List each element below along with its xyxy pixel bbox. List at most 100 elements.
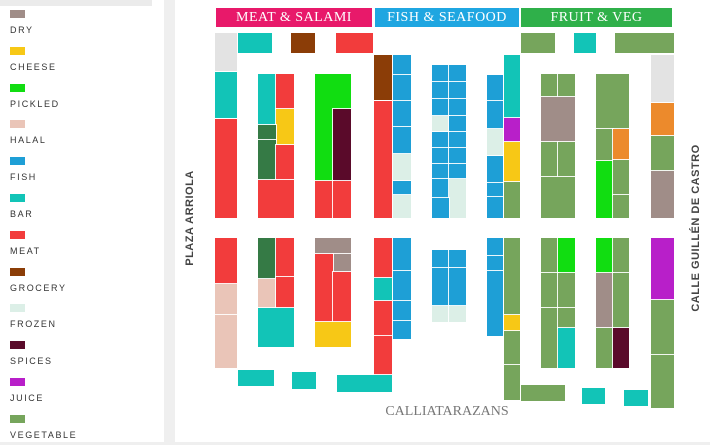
stall-meat[interactable] [373,100,393,219]
stall-bar[interactable] [237,369,275,387]
stall-vegetable[interactable] [614,32,675,54]
stall-pickled[interactable] [557,237,576,274]
stall-fish[interactable] [448,147,467,165]
stall-fish[interactable] [392,320,412,340]
stall-frozen[interactable] [448,178,467,219]
stall-halal[interactable] [257,278,277,309]
stall-darkgreen[interactable] [257,139,277,181]
stall-frozen[interactable] [392,153,412,182]
stall-bar[interactable] [623,389,649,407]
stall-fish[interactable] [431,81,450,100]
stall-bar[interactable] [336,374,393,393]
stall-vegetable[interactable] [612,194,630,219]
stall-orange[interactable] [612,128,630,161]
stall-spices[interactable] [612,327,630,369]
stall-fish[interactable] [486,270,504,337]
stall-darkgreen[interactable] [257,124,277,141]
stall-bar[interactable] [581,387,606,405]
stall-juice[interactable] [650,237,675,301]
stall-frozen[interactable] [392,194,412,219]
stall-meat[interactable] [275,276,295,309]
stall-fish[interactable] [486,182,504,198]
stall-orange[interactable] [650,102,675,137]
stall-meat[interactable] [332,180,352,219]
stall-fish[interactable] [448,163,467,180]
stall-meat[interactable] [214,118,238,219]
stall-fish[interactable] [448,131,467,149]
stall-vegetable[interactable] [503,330,521,366]
stall-frozen[interactable] [448,305,467,323]
stall-bar[interactable] [257,73,277,126]
stall-fish[interactable] [392,54,412,76]
stall-vegetable[interactable] [595,73,630,130]
stall-fish[interactable] [392,237,412,272]
stall-dry[interactable] [595,272,614,329]
stall-dry[interactable] [540,96,576,143]
stall-meat[interactable] [373,300,393,337]
stall-fish[interactable] [431,64,450,83]
stall-vegetable[interactable] [540,73,559,98]
stall-fish[interactable] [448,115,467,133]
stall-bar[interactable] [291,371,317,390]
stall-bar[interactable] [214,71,238,119]
stall-meat[interactable] [214,237,238,285]
stall-bar[interactable] [573,32,597,54]
stall-fish[interactable] [448,249,467,269]
stall-vegetable[interactable] [612,272,630,329]
stall-vegetable[interactable] [503,237,521,316]
stall-vegetable[interactable] [595,128,614,162]
stall-meat[interactable] [373,237,393,279]
stall-pickled[interactable] [595,237,614,274]
stall-meat[interactable] [257,179,295,219]
stall-fish[interactable] [486,155,504,184]
stall-vegetable[interactable] [503,181,521,219]
stall-vegetable[interactable] [540,237,559,274]
stall-vegetable[interactable] [540,176,576,219]
stall-juice[interactable] [503,117,521,143]
stall-fish[interactable] [392,74,412,102]
stall-vegetable[interactable] [557,141,576,178]
stall-cheese[interactable] [503,141,521,183]
stall-vegetable[interactable] [540,272,559,309]
stall-vegetable[interactable] [540,307,559,369]
stall-meat[interactable] [332,271,352,323]
stall-fish[interactable] [431,267,450,307]
stall-fish[interactable] [431,147,450,165]
stall-fish[interactable] [431,249,450,269]
stall-darkgreen[interactable] [257,237,277,280]
stall-fish[interactable] [392,300,412,322]
stall-dry[interactable] [332,253,352,273]
stall-fish[interactable] [392,100,412,128]
stall-bar[interactable] [257,307,295,348]
stall-fish[interactable] [486,196,504,219]
stall-frozen[interactable] [431,305,450,323]
stall-fish[interactable] [392,126,412,155]
stall-vegetable[interactable] [557,307,576,329]
stall-fish[interactable] [392,180,412,196]
stall-vegetable[interactable] [650,135,675,172]
stall-vegetable[interactable] [557,73,576,98]
stall-meat[interactable] [314,180,334,219]
stall-fish[interactable] [431,178,450,199]
stall-cheese[interactable] [503,314,521,332]
stall-fish[interactable] [431,197,450,219]
stall-bar[interactable] [557,327,576,369]
stall-fish[interactable] [448,267,467,307]
stall-frozen[interactable] [431,115,450,133]
stall-fish[interactable] [431,98,450,117]
stall-vegetable[interactable] [520,32,556,54]
stall-spices[interactable] [332,108,352,182]
stall-gray[interactable] [650,54,675,104]
stall-frozen[interactable] [486,128,504,157]
stall-meat[interactable] [335,32,374,54]
stall-vegetable[interactable] [612,237,630,274]
stall-pickled[interactable] [595,160,614,219]
stall-vegetable[interactable] [650,354,675,409]
stall-vegetable[interactable] [540,141,559,178]
stall-halal[interactable] [214,314,238,369]
stall-fish[interactable] [448,81,467,100]
stall-halal[interactable] [214,283,238,316]
stall-fish[interactable] [431,131,450,149]
stall-bar[interactable] [373,277,393,302]
stall-fish[interactable] [431,163,450,180]
